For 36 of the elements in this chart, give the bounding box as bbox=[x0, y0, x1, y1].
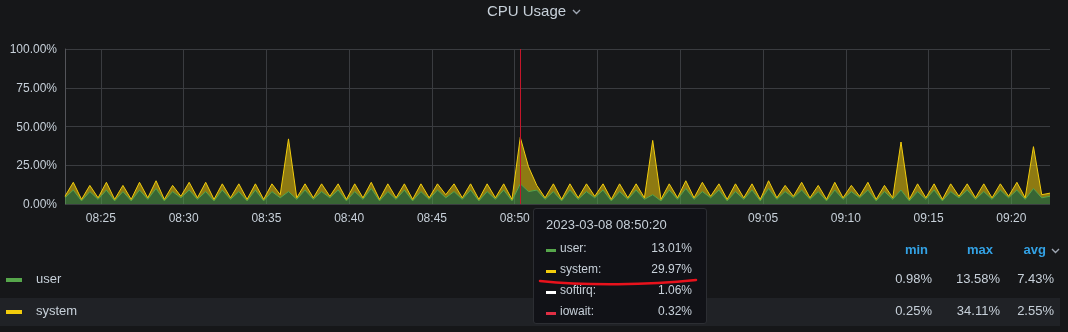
text: system: bbox=[560, 262, 602, 276]
x-tick-label: 08:40 bbox=[334, 211, 365, 225]
x-tick-label: 08:25 bbox=[85, 211, 117, 225]
y-tick-label: 75.00% bbox=[16, 80, 58, 95]
text: 34.11% bbox=[956, 303, 1000, 318]
legend-label: system bbox=[36, 303, 78, 318]
text: 0.25% bbox=[895, 303, 932, 318]
text: 7.43% bbox=[1017, 271, 1054, 286]
y-tick-label: 0.00% bbox=[22, 197, 58, 211]
text: max bbox=[966, 242, 993, 257]
text: min bbox=[904, 242, 928, 257]
y-tick-label: 100.00% bbox=[9, 42, 58, 56]
text: 2.55% bbox=[1017, 303, 1054, 318]
text: 29.97% bbox=[651, 262, 692, 276]
text: 13.58% bbox=[955, 271, 1000, 286]
text: avg bbox=[1023, 242, 1046, 257]
x-tick-label: 08:50 bbox=[499, 211, 531, 225]
text: user: bbox=[560, 241, 587, 255]
chart-title: CPU Usage bbox=[486, 2, 567, 19]
y-tick-label: 25.00% bbox=[16, 158, 58, 173]
x-tick-label: 09:05 bbox=[748, 211, 779, 225]
text: iowait: bbox=[560, 304, 595, 318]
text: 0.32% bbox=[657, 304, 692, 318]
legend-label: user bbox=[36, 271, 62, 286]
x-tick-label: 08:35 bbox=[251, 211, 282, 225]
text: 1.06% bbox=[657, 283, 692, 297]
text: 13.01% bbox=[651, 241, 692, 255]
x-tick-label: 09:10 bbox=[830, 211, 862, 225]
text: 0.98% bbox=[895, 271, 932, 286]
x-tick-label: 08:30 bbox=[168, 211, 199, 225]
text: softirq: bbox=[560, 283, 597, 297]
x-tick-label: 08:45 bbox=[416, 211, 448, 225]
y-tick-label: 50.00% bbox=[16, 119, 58, 134]
x-tick-label: 09:20 bbox=[996, 211, 1027, 225]
x-tick-label: 09:15 bbox=[913, 211, 944, 225]
text: 2023-03-08 08:50:20 bbox=[546, 217, 667, 232]
